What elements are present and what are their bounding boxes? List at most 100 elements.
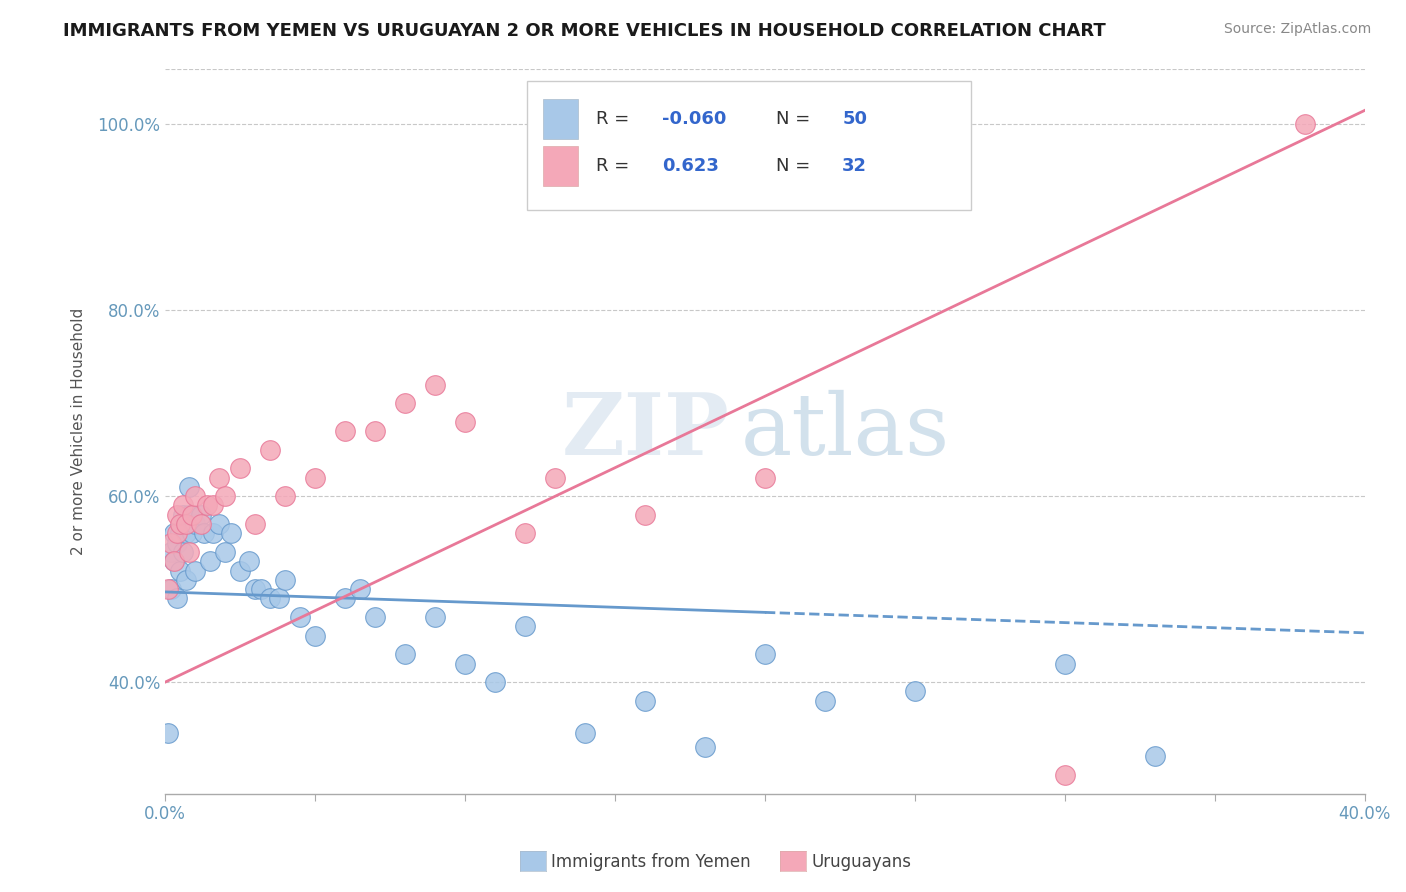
Point	[169, 564, 191, 578]
Point	[172, 545, 194, 559]
Text: N =: N =	[776, 111, 810, 128]
Point	[274, 573, 297, 587]
Point	[229, 564, 252, 578]
Point	[243, 582, 266, 596]
Point	[184, 489, 207, 503]
Point	[1294, 117, 1316, 131]
Point	[304, 470, 326, 484]
FancyBboxPatch shape	[543, 99, 578, 139]
Text: atlas: atlas	[741, 390, 950, 473]
Text: 0.623: 0.623	[662, 157, 720, 176]
Point	[288, 610, 311, 624]
Point	[634, 694, 657, 708]
Point	[269, 591, 291, 606]
Point	[179, 508, 201, 522]
Point	[1053, 768, 1076, 782]
Point	[238, 554, 260, 568]
Text: 32: 32	[842, 157, 868, 176]
Point	[394, 396, 416, 410]
Point	[634, 508, 657, 522]
Point	[243, 517, 266, 532]
Point	[513, 526, 536, 541]
Y-axis label: 2 or more Vehicles in Household: 2 or more Vehicles in Household	[72, 308, 86, 555]
Point	[179, 545, 201, 559]
Point	[693, 740, 716, 755]
Text: Source: ZipAtlas.com: Source: ZipAtlas.com	[1223, 22, 1371, 37]
Text: Uruguayans: Uruguayans	[811, 853, 911, 871]
Point	[202, 499, 225, 513]
Point	[423, 610, 446, 624]
Point	[163, 554, 186, 568]
Point	[169, 526, 191, 541]
Point	[160, 535, 183, 549]
Point	[219, 526, 242, 541]
Point	[574, 726, 596, 740]
Point	[174, 526, 197, 541]
Point	[202, 526, 225, 541]
Point	[190, 508, 212, 522]
Point	[184, 564, 207, 578]
Point	[259, 442, 281, 457]
FancyBboxPatch shape	[527, 81, 972, 210]
Point	[484, 675, 506, 690]
Point	[394, 647, 416, 661]
Text: -0.060: -0.060	[662, 111, 727, 128]
Point	[163, 526, 186, 541]
Point	[200, 554, 222, 568]
Point	[754, 470, 776, 484]
Point	[454, 415, 477, 429]
Point	[544, 470, 567, 484]
Text: Immigrants from Yemen: Immigrants from Yemen	[551, 853, 751, 871]
Point	[193, 526, 215, 541]
Point	[195, 499, 218, 513]
Point	[250, 582, 273, 596]
Point	[169, 517, 191, 532]
Point	[229, 461, 252, 475]
Point	[423, 377, 446, 392]
Point	[174, 573, 197, 587]
Point	[754, 647, 776, 661]
Point	[214, 489, 236, 503]
Point	[208, 517, 231, 532]
Point	[184, 517, 207, 532]
Text: R =: R =	[596, 157, 630, 176]
Point	[274, 489, 297, 503]
Point	[190, 517, 212, 532]
Point	[208, 470, 231, 484]
Text: IMMIGRANTS FROM YEMEN VS URUGUAYAN 2 OR MORE VEHICLES IN HOUSEHOLD CORRELATION C: IMMIGRANTS FROM YEMEN VS URUGUAYAN 2 OR …	[63, 22, 1107, 40]
Text: R =: R =	[596, 111, 630, 128]
Point	[454, 657, 477, 671]
Point	[333, 591, 356, 606]
Text: N =: N =	[776, 157, 810, 176]
Point	[333, 424, 356, 438]
Point	[163, 554, 186, 568]
Point	[513, 619, 536, 633]
Point	[166, 508, 188, 522]
Point	[174, 517, 197, 532]
Point	[364, 610, 387, 624]
FancyBboxPatch shape	[543, 146, 578, 186]
Point	[364, 424, 387, 438]
Point	[181, 508, 204, 522]
Point	[166, 591, 188, 606]
Point	[166, 535, 188, 549]
Point	[172, 508, 194, 522]
Point	[259, 591, 281, 606]
Point	[904, 684, 927, 698]
Point	[160, 545, 183, 559]
Point	[814, 694, 837, 708]
Point	[166, 526, 188, 541]
Point	[179, 480, 201, 494]
Point	[214, 545, 236, 559]
Point	[157, 582, 180, 596]
Point	[172, 499, 194, 513]
Point	[1053, 657, 1076, 671]
Point	[1143, 749, 1166, 764]
Point	[157, 726, 180, 740]
Text: ZIP: ZIP	[561, 389, 730, 473]
Text: 50: 50	[842, 111, 868, 128]
Point	[349, 582, 371, 596]
Point	[160, 582, 183, 596]
Point	[304, 629, 326, 643]
Point	[181, 526, 204, 541]
